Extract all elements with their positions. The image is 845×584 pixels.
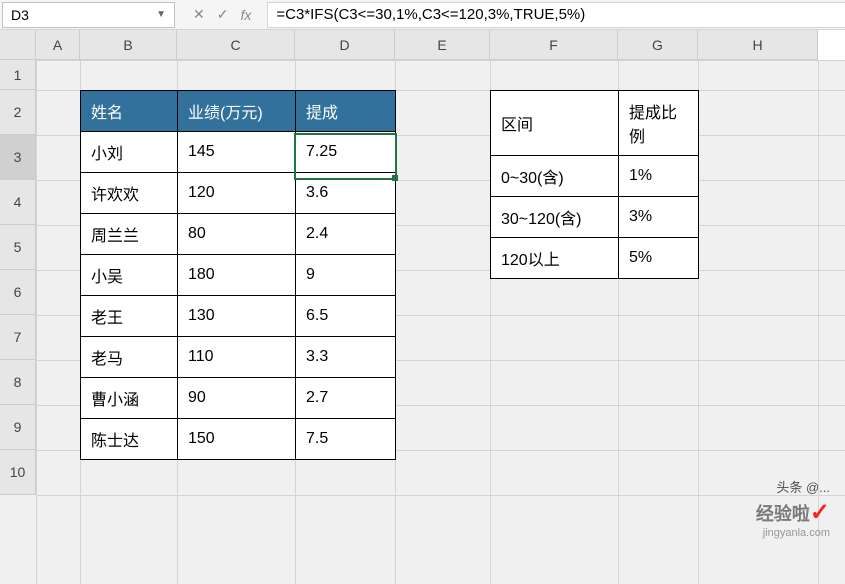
table-cell[interactable]: 小吴 (81, 255, 178, 296)
table-cell[interactable]: 5% (619, 238, 699, 279)
table-cell[interactable]: 110 (178, 337, 296, 378)
accept-icon[interactable]: ✓ (217, 6, 229, 23)
table-row: 周兰兰802.4 (81, 214, 396, 255)
row-header-7[interactable]: 7 (0, 315, 36, 360)
table-row: 老马1103.3 (81, 337, 396, 378)
check-icon: ✓ (810, 499, 830, 526)
table-header[interactable]: 姓名 (81, 91, 178, 132)
main-data-table: 姓名业绩(万元)提成小刘1457.25许欢欢1203.6周兰兰802.4小吴18… (80, 90, 396, 460)
fx-icon[interactable]: fx (240, 7, 251, 23)
table-row: 0~30(含)1% (491, 156, 699, 197)
table-cell[interactable]: 120以上 (491, 238, 619, 279)
table-cell[interactable]: 许欢欢 (81, 173, 178, 214)
table-cell[interactable]: 7.5 (296, 419, 396, 460)
table-cell[interactable]: 区间 (491, 91, 619, 156)
col-header-B[interactable]: B (80, 30, 177, 60)
col-header-F[interactable]: F (490, 30, 618, 60)
col-header-G[interactable]: G (618, 30, 698, 60)
row-header-1[interactable]: 1 (0, 60, 36, 90)
table-header[interactable]: 提成 (296, 91, 396, 132)
table-cell[interactable]: 90 (178, 378, 296, 419)
col-header-E[interactable]: E (395, 30, 490, 60)
table-cell[interactable]: 1% (619, 156, 699, 197)
formula-bar: D3 ▼ ✕ ✓ fx =C3*IFS(C3<=30,1%,C3<=120,3%… (0, 0, 845, 30)
table-cell[interactable]: 陈士达 (81, 419, 178, 460)
col-header-A[interactable]: A (36, 30, 80, 60)
table-cell[interactable]: 曹小涵 (81, 378, 178, 419)
col-header-D[interactable]: D (295, 30, 395, 60)
formula-toolbar: ✕ ✓ fx (177, 6, 267, 23)
table-cell[interactable]: 2.7 (296, 378, 396, 419)
table-cell[interactable]: 7.25 (296, 132, 396, 173)
table-cell[interactable]: 2.4 (296, 214, 396, 255)
table-row: 120以上5% (491, 238, 699, 279)
table-row: 许欢欢1203.6 (81, 173, 396, 214)
col-header-H[interactable]: H (698, 30, 818, 60)
table-cell[interactable]: 80 (178, 214, 296, 255)
select-all-corner[interactable] (0, 30, 36, 60)
col-header-C[interactable]: C (177, 30, 295, 60)
table-cell[interactable]: 9 (296, 255, 396, 296)
watermark: 头条 @... 经验啦✓ jingyanla.com (756, 477, 830, 539)
main-grid: 12345678910 姓名业绩(万元)提成小刘1457.25许欢欢1203.6… (0, 60, 845, 495)
table-row: 30~120(含)3% (491, 197, 699, 238)
row-header-8[interactable]: 8 (0, 360, 36, 405)
row-header-5[interactable]: 5 (0, 225, 36, 270)
row-header-2[interactable]: 2 (0, 90, 36, 135)
table-row: 曹小涵902.7 (81, 378, 396, 419)
row-header-9[interactable]: 9 (0, 405, 36, 450)
table-row: 陈士达1507.5 (81, 419, 396, 460)
cancel-icon[interactable]: ✕ (193, 6, 205, 23)
table-cell[interactable]: 120 (178, 173, 296, 214)
table-cell[interactable]: 3% (619, 197, 699, 238)
table-cell[interactable]: 3.3 (296, 337, 396, 378)
chevron-down-icon[interactable]: ▼ (156, 9, 166, 20)
table-header[interactable]: 业绩(万元) (178, 91, 296, 132)
table-row: 小吴1809 (81, 255, 396, 296)
table-row: 区间提成比例 (491, 91, 699, 156)
table-cell[interactable]: 提成比例 (619, 91, 699, 156)
table-cell[interactable]: 145 (178, 132, 296, 173)
table-cell[interactable]: 130 (178, 296, 296, 337)
row-header-10[interactable]: 10 (0, 450, 36, 495)
table-cell[interactable]: 6.5 (296, 296, 396, 337)
name-box-text: D3 (11, 7, 156, 23)
table-cell[interactable]: 3.6 (296, 173, 396, 214)
table-row: 小刘1457.25 (81, 132, 396, 173)
cells-area[interactable]: 姓名业绩(万元)提成小刘1457.25许欢欢1203.6周兰兰802.4小吴18… (36, 60, 845, 495)
row-header-3[interactable]: 3 (0, 135, 36, 180)
table-cell[interactable]: 0~30(含) (491, 156, 619, 197)
name-box[interactable]: D3 ▼ (2, 2, 175, 28)
table-cell[interactable]: 老马 (81, 337, 178, 378)
formula-input[interactable]: =C3*IFS(C3<=30,1%,C3<=120,3%,TRUE,5%) (267, 2, 845, 28)
row-header-6[interactable]: 6 (0, 270, 36, 315)
row-header-4[interactable]: 4 (0, 180, 36, 225)
table-row: 老王1306.5 (81, 296, 396, 337)
table-cell[interactable]: 150 (178, 419, 296, 460)
column-header-row: ABCDEFGH (0, 30, 845, 60)
table-cell[interactable]: 老王 (81, 296, 178, 337)
table-cell[interactable]: 周兰兰 (81, 214, 178, 255)
table-cell[interactable]: 30~120(含) (491, 197, 619, 238)
rate-table: 区间提成比例0~30(含)1%30~120(含)3%120以上5% (490, 90, 699, 279)
table-cell[interactable]: 180 (178, 255, 296, 296)
table-cell[interactable]: 小刘 (81, 132, 178, 173)
